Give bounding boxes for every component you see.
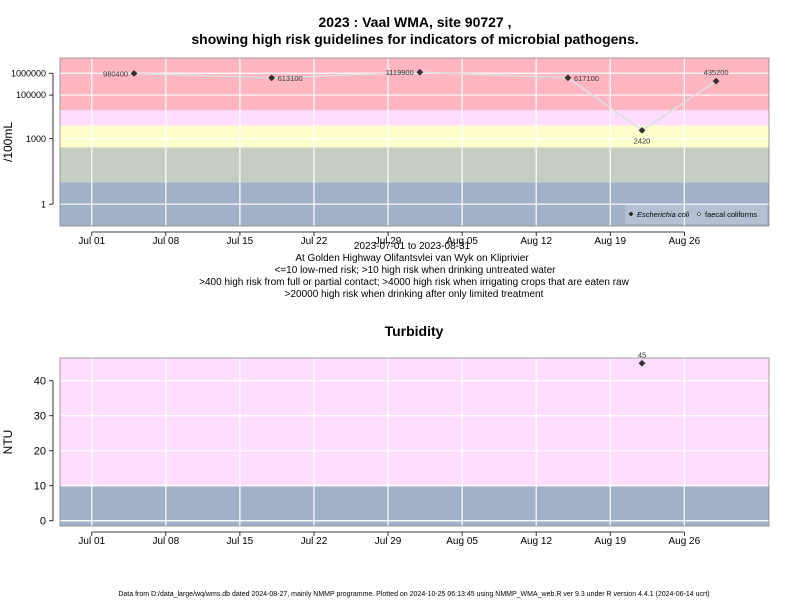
x-tick-label: Jul 01: [78, 236, 105, 247]
data-point: [416, 68, 424, 76]
y-axis-title: NTU: [1, 430, 15, 455]
data-label: 2420: [634, 136, 651, 145]
x-tick-label: Aug 12: [520, 536, 552, 547]
data-point: [564, 74, 572, 82]
site-location-text: At Golden Highway Olifantsvlei van Wyk o…: [295, 253, 529, 264]
y-tick-label: 10: [34, 481, 46, 493]
y-tick-label: 1: [41, 199, 46, 209]
legend-label: Escherichia coli: [637, 210, 689, 219]
x-tick-label: Aug 19: [594, 236, 626, 247]
legend-symbol: [696, 211, 702, 217]
y-tick-label: 40: [34, 376, 46, 388]
x-tick-label: Aug 26: [668, 236, 700, 247]
data-point: [712, 77, 720, 85]
y-tick-label: 0: [40, 516, 46, 528]
pathogen-marks: 980400 613100 1119900 617100 2420 435200 Esche…: [103, 68, 767, 224]
data-point: [638, 359, 646, 367]
x-tick-label: Aug 19: [594, 536, 626, 547]
turbidity-marks: 45: [638, 350, 646, 367]
y-axis-title: /100mL: [1, 122, 15, 162]
risk-band-1: [60, 485, 769, 526]
turbidity-risk-bands: [60, 358, 769, 526]
x-tick-label: Jul 15: [227, 536, 254, 547]
risk-guideline-line2: >400 high risk from full or partial cont…: [199, 277, 629, 288]
legend-symbol: [628, 211, 634, 217]
chart-title-line1: 2023 : Vaal WMA, site 90727 ,: [319, 14, 512, 30]
x-tick-label: Aug 05: [446, 236, 478, 247]
x-tick-label: Aug 26: [668, 536, 700, 547]
turbidity-grid: [60, 358, 769, 526]
plot-frame: [59, 57, 770, 227]
x-tick-label: Jul 01: [78, 536, 105, 547]
x-tick-label: Jul 29: [375, 236, 402, 247]
risk-band-1: [60, 110, 769, 126]
turbidity-axes: Jul 01 Jul 08 Jul 15 Jul 22 Jul 29 Aug 05 Aug …: [1, 357, 770, 547]
y-tick-label: 20: [34, 446, 46, 458]
x-tick-label: Jul 29: [375, 536, 402, 547]
pathogen-axes: Jul 01 Jul 08 Jul 15 Jul 22 Jul 29 Aug 05 Aug …: [1, 57, 770, 247]
legend-label: faecal coliforms: [705, 210, 757, 219]
chart-title-line2: showing high risk guidelines for indicat…: [191, 31, 638, 47]
risk-band-3: [60, 147, 769, 183]
data-point: [638, 126, 646, 134]
x-tick-label: Jul 22: [301, 236, 328, 247]
risk-band-2: [60, 125, 769, 148]
x-tick-label: Jul 08: [152, 536, 179, 547]
x-tick-label: Jul 15: [227, 236, 254, 247]
y-tick-label: 100000: [16, 90, 46, 100]
data-label: 45: [638, 350, 646, 359]
footer-note: Data from D:/data_large/wq/wms.db dated …: [118, 591, 709, 598]
plot-frame: [59, 357, 770, 527]
risk-band-0: [60, 358, 769, 486]
turbidity-title: Turbidity: [385, 323, 444, 339]
data-label: 617100: [574, 74, 599, 83]
risk-guideline-line3: >20000 high risk when drinking after onl…: [285, 289, 544, 300]
x-tick-label: Aug 05: [446, 536, 478, 547]
y-tick-label: 1000: [26, 134, 46, 144]
legend: Escherichia coli faecal coliforms: [625, 204, 767, 224]
legend-box: [625, 204, 767, 224]
data-point: [268, 74, 275, 82]
data-label: 435200: [704, 68, 729, 77]
data-label: 1119900: [386, 68, 414, 77]
pathogen-grid: [60, 58, 769, 226]
data-label: 980400: [103, 69, 128, 78]
date-range-text: 2023-07-01 to 2023-08-31: [354, 241, 471, 252]
data-point: [130, 70, 138, 77]
series-line: [134, 71, 717, 132]
risk-band-0: [60, 58, 769, 111]
x-tick-label: Jul 22: [301, 536, 328, 547]
risk-guideline-line1: <=10 low-med risk; >10 high risk when dr…: [275, 265, 557, 276]
x-tick-label: Aug 12: [520, 236, 552, 247]
data-label: 613100: [278, 74, 303, 83]
y-tick-label: 30: [34, 411, 46, 423]
y-tick-label: 1000000: [11, 68, 46, 78]
x-tick-label: Jul 08: [152, 236, 179, 247]
